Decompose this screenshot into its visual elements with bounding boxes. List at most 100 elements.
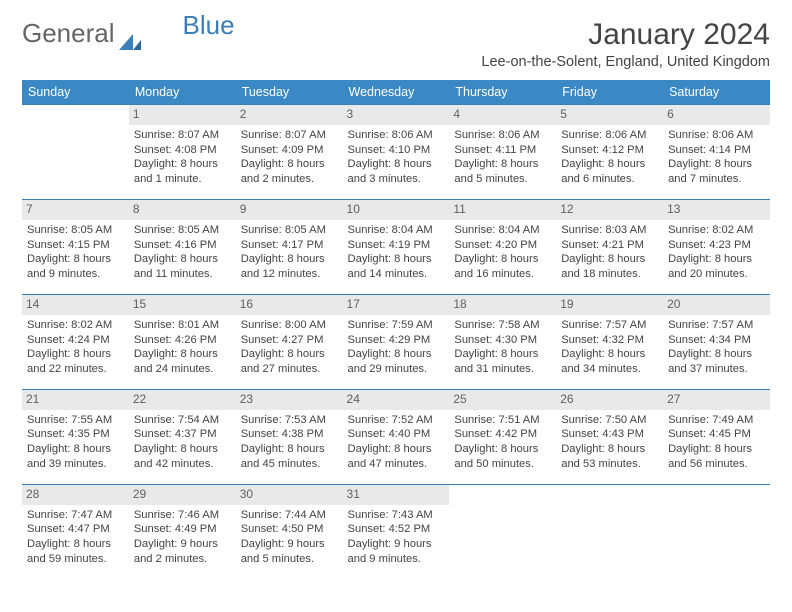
weekday-header: Friday bbox=[556, 80, 663, 105]
sunrise-line: Sunrise: 7:46 AM bbox=[134, 508, 231, 523]
day-number: 19 bbox=[556, 295, 663, 315]
calendar-cell: 14Sunrise: 8:02 AMSunset: 4:24 PMDayligh… bbox=[22, 294, 129, 389]
title-block: January 2024 Lee-on-the-Solent, England,… bbox=[481, 18, 770, 70]
calendar-cell: 23 Sunrise: 7:53 AMSunset: 4:38 PMDayligh… bbox=[236, 389, 343, 484]
sunset-line: Sunset: 4:08 PM bbox=[134, 143, 231, 158]
sunset-line: Sunset: 4:10 PM bbox=[348, 143, 445, 158]
sunrise-line: Sunrise: 8:04 AM bbox=[454, 223, 551, 238]
daylight-line: Daylight: 8 hours and 29 minutes. bbox=[348, 347, 445, 377]
sunrise-line: Sunrise: 7:57 AM bbox=[668, 318, 765, 333]
sunrise-line: Sunrise: 8:06 AM bbox=[454, 128, 551, 143]
calendar-cell: 11Sunrise: 8:04 AMSunset: 4:20 PMDayligh… bbox=[449, 199, 556, 294]
calendar-cell: 19 Sunrise: 7:57 AMSunset: 4:32 PMDayligh… bbox=[556, 294, 663, 389]
sunset-line: Sunset: 4:11 PM bbox=[454, 143, 551, 158]
sunrise-line: Sunrise: 7:57 AM bbox=[561, 318, 658, 333]
daylight-line: Daylight: 8 hours and 31 minutes. bbox=[454, 347, 551, 377]
sunrise-line: Sunrise: 8:05 AM bbox=[27, 223, 124, 238]
sunrise-line: Sunrise: 7:50 AM bbox=[561, 413, 658, 428]
day-number: 10 bbox=[343, 200, 450, 220]
day-number: 25 bbox=[449, 390, 556, 410]
sunset-line: Sunset: 4:30 PM bbox=[454, 333, 551, 348]
daylight-line: Daylight: 8 hours and 47 minutes. bbox=[348, 442, 445, 472]
daylight-line: Daylight: 9 hours and 5 minutes. bbox=[241, 537, 338, 567]
calendar-cell: 1Sunrise: 8:07 AMSunset: 4:08 PMDaylight… bbox=[129, 105, 236, 200]
daylight-line: Daylight: 9 hours and 9 minutes. bbox=[348, 537, 445, 567]
sunset-line: Sunset: 4:14 PM bbox=[668, 143, 765, 158]
day-number: 20 bbox=[663, 295, 770, 315]
day-number: 9 bbox=[236, 200, 343, 220]
day-number: 22 bbox=[129, 390, 236, 410]
sunrise-line: Sunrise: 8:03 AM bbox=[561, 223, 658, 238]
logo: General Blue bbox=[22, 18, 235, 49]
sunset-line: Sunset: 4:21 PM bbox=[561, 238, 658, 253]
sunset-line: Sunset: 4:49 PM bbox=[134, 522, 231, 537]
calendar-cell: 6Sunrise: 8:06 AMSunset: 4:14 PMDaylight… bbox=[663, 105, 770, 200]
daylight-line: Daylight: 8 hours and 42 minutes. bbox=[134, 442, 231, 472]
calendar-cell: 9Sunrise: 8:05 AMSunset: 4:17 PMDaylight… bbox=[236, 199, 343, 294]
sunset-line: Sunset: 4:35 PM bbox=[27, 427, 124, 442]
daylight-line: Daylight: 8 hours and 20 minutes. bbox=[668, 252, 765, 282]
sunset-line: Sunset: 4:15 PM bbox=[27, 238, 124, 253]
sunset-line: Sunset: 4:43 PM bbox=[561, 427, 658, 442]
sunset-line: Sunset: 4:38 PM bbox=[241, 427, 338, 442]
logo-text-2: Blue bbox=[183, 10, 235, 41]
sunset-line: Sunset: 4:27 PM bbox=[241, 333, 338, 348]
sunset-line: Sunset: 4:26 PM bbox=[134, 333, 231, 348]
day-number: 5 bbox=[556, 105, 663, 125]
weekday-header: Tuesday bbox=[236, 80, 343, 105]
daylight-line: Daylight: 8 hours and 3 minutes. bbox=[348, 157, 445, 187]
header: General Blue January 2024 Lee-on-the-Sol… bbox=[22, 18, 770, 70]
sunset-line: Sunset: 4:29 PM bbox=[348, 333, 445, 348]
day-number: 7 bbox=[22, 200, 129, 220]
calendar-cell: 12Sunrise: 8:03 AMSunset: 4:21 PMDayligh… bbox=[556, 199, 663, 294]
sunset-line: Sunset: 4:50 PM bbox=[241, 522, 338, 537]
calendar-cell: 10Sunrise: 8:04 AMSunset: 4:19 PMDayligh… bbox=[343, 199, 450, 294]
calendar-cell: 31Sunrise: 7:43 AMSunset: 4:52 PMDayligh… bbox=[343, 484, 450, 578]
sunset-line: Sunset: 4:32 PM bbox=[561, 333, 658, 348]
daylight-line: Daylight: 8 hours and 2 minutes. bbox=[241, 157, 338, 187]
daylight-line: Daylight: 8 hours and 1 minute. bbox=[134, 157, 231, 187]
calendar-cell: 18Sunrise: 7:58 AMSunset: 4:30 PMDayligh… bbox=[449, 294, 556, 389]
calendar-cell: 27Sunrise: 7:49 AMSunset: 4:45 PMDayligh… bbox=[663, 389, 770, 484]
sunset-line: Sunset: 4:20 PM bbox=[454, 238, 551, 253]
daylight-line: Daylight: 8 hours and 16 minutes. bbox=[454, 252, 551, 282]
calendar-row: 21Sunrise: 7:55 AMSunset: 4:35 PMDayligh… bbox=[22, 389, 770, 484]
sunrise-line: Sunrise: 7:54 AM bbox=[134, 413, 231, 428]
sunrise-line: Sunrise: 8:02 AM bbox=[668, 223, 765, 238]
day-number: 26 bbox=[556, 390, 663, 410]
calendar-cell: 7Sunrise: 8:05 AMSunset: 4:15 PMDaylight… bbox=[22, 199, 129, 294]
calendar-cell: 8Sunrise: 8:05 AMSunset: 4:16 PMDaylight… bbox=[129, 199, 236, 294]
sunrise-line: Sunrise: 8:06 AM bbox=[668, 128, 765, 143]
sunrise-line: Sunrise: 7:53 AM bbox=[241, 413, 338, 428]
calendar-cell bbox=[22, 105, 129, 200]
sunrise-line: Sunrise: 8:05 AM bbox=[241, 223, 338, 238]
calendar-row: 1Sunrise: 8:07 AMSunset: 4:08 PMDaylight… bbox=[22, 105, 770, 200]
calendar-cell: 22Sunrise: 7:54 AMSunset: 4:37 PMDayligh… bbox=[129, 389, 236, 484]
daylight-line: Daylight: 8 hours and 27 minutes. bbox=[241, 347, 338, 377]
logo-mark-icon bbox=[119, 26, 141, 42]
sunset-line: Sunset: 4:16 PM bbox=[134, 238, 231, 253]
sunrise-line: Sunrise: 8:04 AM bbox=[348, 223, 445, 238]
calendar-row: 7Sunrise: 8:05 AMSunset: 4:15 PMDaylight… bbox=[22, 199, 770, 294]
day-number: 4 bbox=[449, 105, 556, 125]
calendar-cell: 17Sunrise: 7:59 AMSunset: 4:29 PMDayligh… bbox=[343, 294, 450, 389]
weekday-header: Saturday bbox=[663, 80, 770, 105]
calendar-cell: 28Sunrise: 7:47 AMSunset: 4:47 PMDayligh… bbox=[22, 484, 129, 578]
sunrise-line: Sunrise: 8:02 AM bbox=[27, 318, 124, 333]
daylight-line: Daylight: 8 hours and 34 minutes. bbox=[561, 347, 658, 377]
sunrise-line: Sunrise: 8:00 AM bbox=[241, 318, 338, 333]
daylight-line: Daylight: 8 hours and 39 minutes. bbox=[27, 442, 124, 472]
day-number: 12 bbox=[556, 200, 663, 220]
weekday-header: Sunday bbox=[22, 80, 129, 105]
day-number: 14 bbox=[22, 295, 129, 315]
calendar-cell: 2Sunrise: 8:07 AMSunset: 4:09 PMDaylight… bbox=[236, 105, 343, 200]
calendar-cell: 24Sunrise: 7:52 AMSunset: 4:40 PMDayligh… bbox=[343, 389, 450, 484]
daylight-line: Daylight: 8 hours and 45 minutes. bbox=[241, 442, 338, 472]
logo-text-1: General bbox=[22, 18, 115, 49]
calendar-cell: 20Sunrise: 7:57 AMSunset: 4:34 PMDayligh… bbox=[663, 294, 770, 389]
day-number: 23 bbox=[236, 390, 343, 410]
daylight-line: Daylight: 8 hours and 22 minutes. bbox=[27, 347, 124, 377]
day-number: 15 bbox=[129, 295, 236, 315]
location-subtitle: Lee-on-the-Solent, England, United Kingd… bbox=[481, 54, 770, 70]
sunrise-line: Sunrise: 8:06 AM bbox=[561, 128, 658, 143]
